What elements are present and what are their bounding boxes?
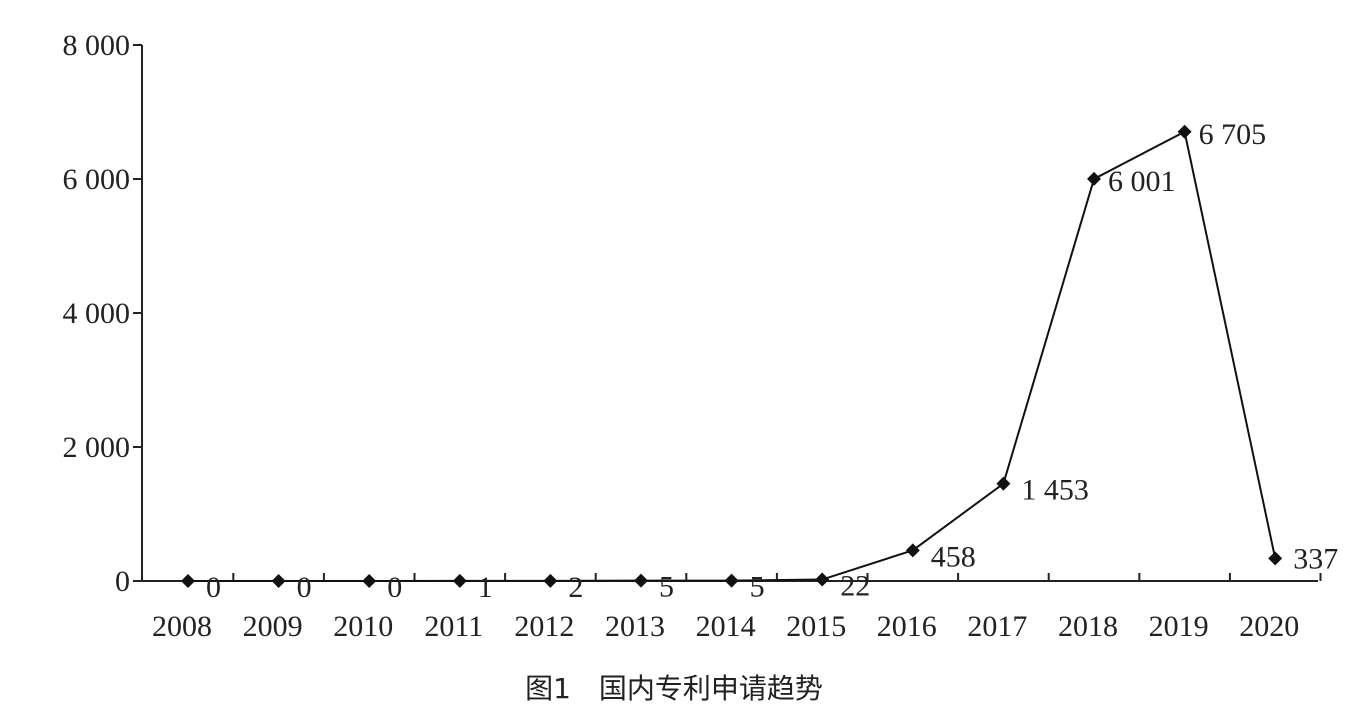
data-point-marker <box>634 573 648 588</box>
x-tick-label: 2017 <box>967 610 1027 643</box>
data-label: 0 <box>206 571 221 604</box>
y-tick-label: 8 000 <box>63 29 131 62</box>
data-label: 337 <box>1293 542 1338 575</box>
x-tick-label: 2014 <box>696 610 756 643</box>
data-point-marker <box>996 476 1011 491</box>
x-tick-label: 2019 <box>1149 610 1209 643</box>
data-label: 0 <box>387 571 402 604</box>
data-point-marker <box>815 572 830 587</box>
series-line-group <box>188 130 1277 582</box>
x-tick-label: 2010 <box>333 610 393 643</box>
y-tick-label: 6 000 <box>63 163 131 196</box>
x-tick-label: 2016 <box>877 610 937 643</box>
x-axis-ticks: 2008 2009 2010 2011 2012 2013 2014 2015 2016 2017… <box>152 573 1322 643</box>
x-tick-label: 2008 <box>152 610 212 643</box>
series-line <box>188 130 1277 582</box>
y-tick-label: 0 <box>115 565 130 598</box>
data-labels: 0 0 0 1 2 5 5 22 458 1 453 6 001 6 705 337 <box>206 118 1338 604</box>
data-point-marker <box>1177 124 1192 139</box>
data-label: 0 <box>297 571 312 604</box>
data-label: 5 <box>750 571 765 604</box>
data-label: 6 705 <box>1199 118 1267 151</box>
x-tick-label: 2011 <box>424 610 483 643</box>
data-points <box>181 124 1283 588</box>
data-label: 1 453 <box>1021 474 1089 507</box>
data-label: 458 <box>931 540 976 573</box>
data-point-marker <box>181 574 195 588</box>
y-axis-ticks: 0 2 000 4 000 6 000 8 000 <box>63 29 142 598</box>
chart-axes <box>141 45 1318 582</box>
data-point-marker <box>452 573 467 588</box>
data-point-marker <box>1268 551 1283 566</box>
data-point-marker <box>271 574 286 588</box>
figure-caption: 图1 国内专利申请趋势 <box>525 672 823 705</box>
x-tick-label: 2013 <box>605 610 665 643</box>
x-tick-label: 2018 <box>1058 610 1118 643</box>
x-tick-label: 2015 <box>786 610 846 643</box>
x-tick-label: 2012 <box>514 610 574 643</box>
data-label: 22 <box>840 570 870 603</box>
data-label: 2 <box>568 571 583 604</box>
data-point-marker <box>905 543 920 558</box>
x-tick-label: 2020 <box>1239 610 1299 643</box>
y-tick-label: 2 000 <box>63 431 131 464</box>
x-tick-label: 2009 <box>243 610 303 643</box>
data-label: 1 <box>478 571 493 604</box>
data-point-marker <box>724 573 739 588</box>
data-point-marker <box>1087 171 1101 186</box>
data-label: 5 <box>659 571 674 604</box>
data-point-marker <box>362 574 377 588</box>
data-point-marker <box>543 573 558 588</box>
data-label: 6 001 <box>1108 165 1176 198</box>
y-tick-label: 4 000 <box>63 297 131 330</box>
